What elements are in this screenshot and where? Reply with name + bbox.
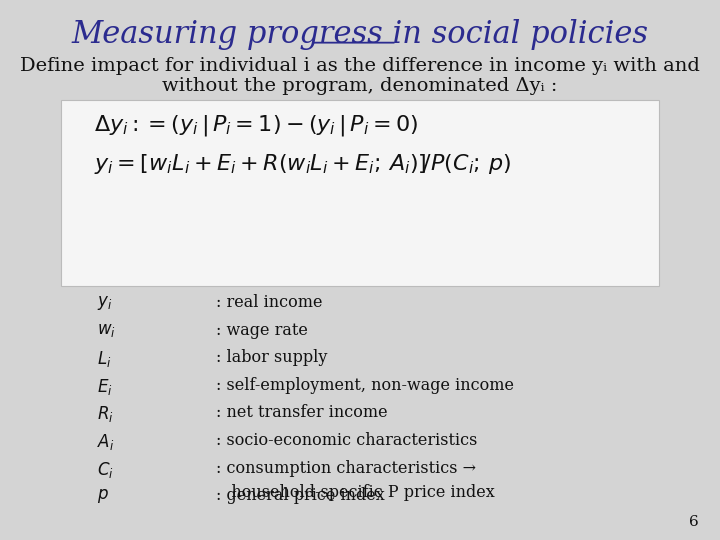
Text: : socio-economic characteristics: : socio-economic characteristics [216, 432, 477, 449]
Text: $y_i = \left[w_i L_i + E_i + R(w_i L_i + E_i;\, A_i)\right]\!/ P(C_i;\, p)$: $y_i = \left[w_i L_i + E_i + R(w_i L_i +… [94, 152, 511, 176]
Text: : wage rate: : wage rate [216, 322, 308, 339]
Text: : labor supply: : labor supply [216, 349, 328, 366]
Text: $L_i$: $L_i$ [97, 349, 112, 369]
Text: : consumption characteristics →: : consumption characteristics → [216, 460, 476, 476]
Text: $w_i$: $w_i$ [97, 322, 116, 339]
Text: : net transfer income: : net transfer income [216, 404, 387, 421]
Text: $C_i$: $C_i$ [97, 460, 114, 480]
Text: Define impact for individual i as the difference in income yᵢ with and: Define impact for individual i as the di… [20, 57, 700, 75]
Text: Measuring progress in social policies: Measuring progress in social policies [71, 19, 649, 50]
Text: $A_i$: $A_i$ [97, 432, 114, 452]
Text: : general price index: : general price index [216, 487, 384, 504]
Text: $R_i$: $R_i$ [97, 404, 114, 424]
Text: household-specific P price index: household-specific P price index [216, 484, 495, 501]
Text: $E_i$: $E_i$ [97, 377, 113, 397]
FancyBboxPatch shape [61, 100, 659, 286]
Text: $\Delta y_i := (y_i\,|\,P_i = 1) - (y_i\,|\,P_i = 0)$: $\Delta y_i := (y_i\,|\,P_i = 1) - (y_i\… [94, 113, 418, 138]
Text: without the program, denominated Δyᵢ :: without the program, denominated Δyᵢ : [162, 77, 558, 94]
Text: $y_i$: $y_i$ [97, 294, 112, 312]
Text: 6: 6 [688, 515, 698, 529]
Text: $p$: $p$ [97, 487, 109, 505]
Text: : real income: : real income [216, 294, 323, 311]
Text: : self-employment, non-wage income: : self-employment, non-wage income [216, 377, 514, 394]
